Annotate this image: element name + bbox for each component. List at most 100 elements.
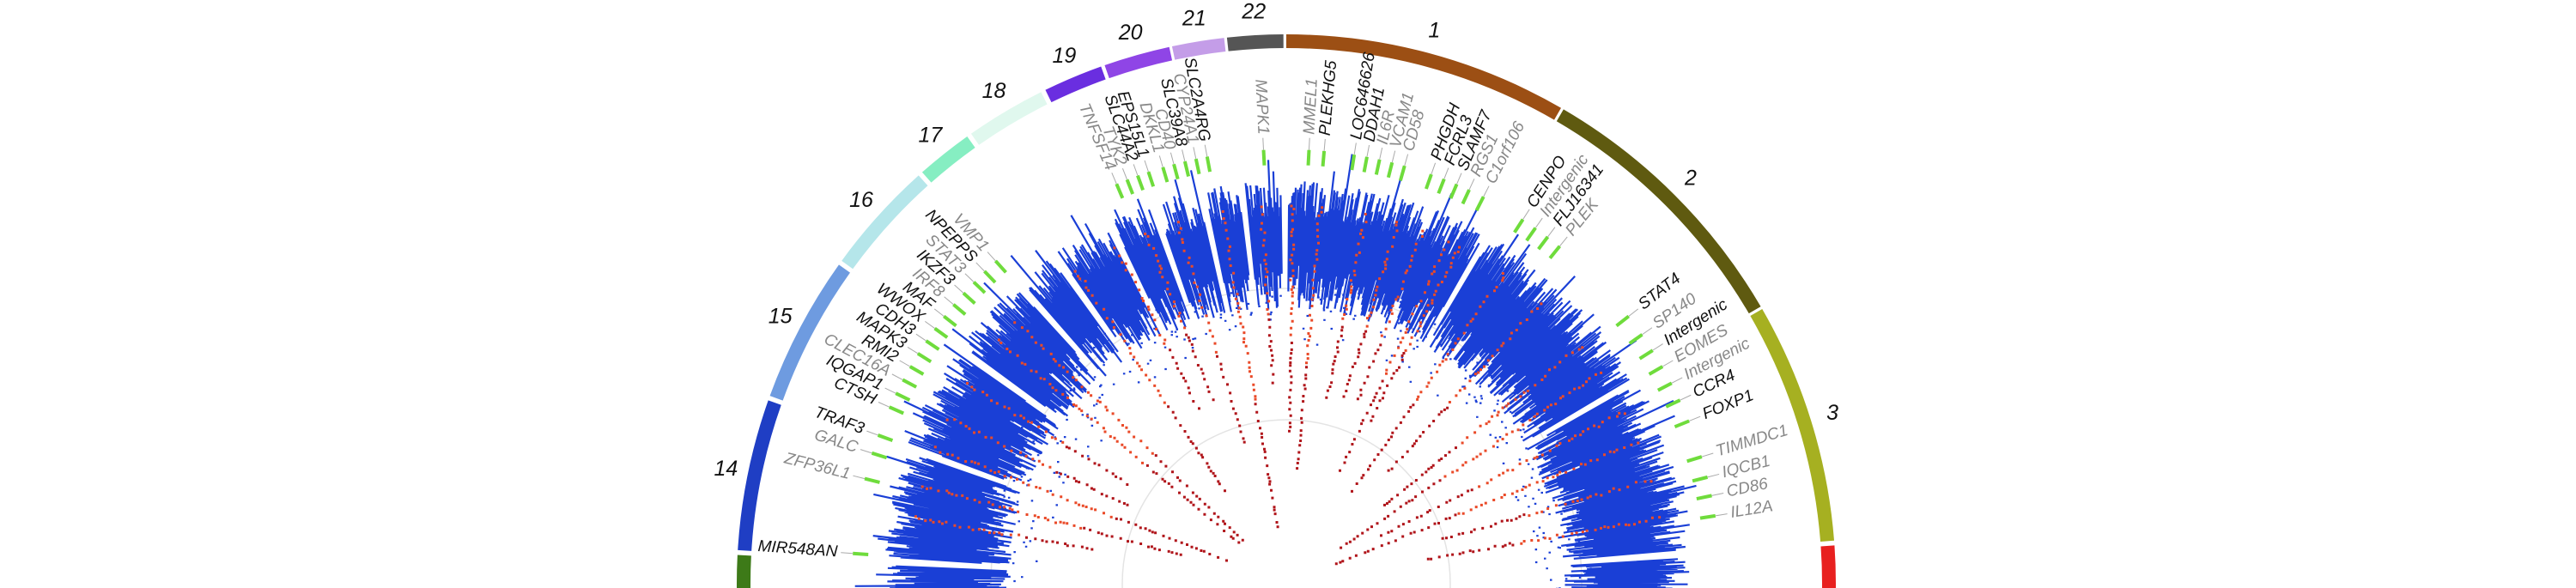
significant-points xyxy=(1416,272,1505,401)
connector xyxy=(987,252,996,262)
significant-points xyxy=(1169,349,1200,410)
gene-label: MMEL1 xyxy=(1300,78,1321,135)
significant-points xyxy=(1457,441,1640,515)
significant-points xyxy=(1370,352,1406,422)
significant-points xyxy=(1339,379,1384,472)
point-cloud xyxy=(854,565,1024,588)
gene-tick xyxy=(908,365,925,376)
connector xyxy=(964,273,975,282)
significant-points xyxy=(1383,446,1457,506)
significant-points xyxy=(1065,446,1129,486)
gene-tick xyxy=(895,391,911,402)
chromosome-label: 21 xyxy=(1182,6,1206,30)
significant-points xyxy=(1216,355,1246,444)
gene-tick xyxy=(1699,513,1716,520)
significant-points xyxy=(1448,302,1543,403)
connector xyxy=(1456,173,1462,185)
gene-tick xyxy=(864,476,880,484)
chromosome-segment xyxy=(841,175,928,270)
chromosome-label: 3 xyxy=(1826,401,1838,425)
gene-tick xyxy=(1194,158,1201,175)
chromosome-label: 1 xyxy=(1428,18,1440,42)
connector xyxy=(1170,152,1175,165)
significant-points xyxy=(1267,318,1275,385)
chromosome-label: 2 xyxy=(1684,167,1697,191)
chromosome-label: 19 xyxy=(1052,44,1076,68)
connector xyxy=(1468,179,1475,191)
significant-points xyxy=(1334,513,1457,566)
connector xyxy=(891,373,903,380)
connector xyxy=(1671,377,1683,384)
connector xyxy=(1688,415,1701,421)
significant-points xyxy=(1305,206,1324,365)
gene-tick xyxy=(1172,163,1180,180)
significant-points xyxy=(1289,204,1296,336)
significant-points xyxy=(1025,536,1094,551)
significant-points xyxy=(1254,403,1279,529)
connector xyxy=(1547,227,1556,238)
connector xyxy=(944,296,954,306)
significant-points xyxy=(1145,464,1241,544)
significant-points xyxy=(997,338,1144,464)
significant-points xyxy=(1144,233,1187,330)
chromosome-label: 17 xyxy=(918,123,943,147)
connector xyxy=(1391,150,1396,163)
connector xyxy=(1707,473,1720,478)
gene-tick xyxy=(902,378,918,389)
gene-tick xyxy=(1628,333,1643,345)
connector xyxy=(1443,167,1449,179)
significant-points xyxy=(1055,470,1129,506)
gene-tick xyxy=(1548,245,1561,260)
gene-tick xyxy=(1638,349,1654,361)
connector xyxy=(1133,164,1139,176)
significant-points xyxy=(1083,526,1182,556)
connector xyxy=(1182,149,1186,162)
chromosome-segment xyxy=(1226,34,1284,52)
point-cloud xyxy=(951,282,1103,442)
significant-points xyxy=(1385,240,1450,375)
gene-tick xyxy=(952,303,967,316)
connector xyxy=(1366,144,1370,157)
chromosome-segment xyxy=(1171,38,1226,60)
significant-points xyxy=(1221,210,1257,401)
gene-tick xyxy=(933,326,949,339)
gene-tick xyxy=(1525,227,1537,242)
gene-tick xyxy=(1321,150,1327,167)
gene-tick xyxy=(1362,156,1369,173)
connector xyxy=(884,387,896,394)
gene-tick xyxy=(1615,314,1630,328)
gene-tick xyxy=(877,433,894,442)
gene-tick xyxy=(972,281,987,294)
gene-tick xyxy=(916,352,933,364)
connector xyxy=(1559,236,1568,247)
chromosome-segment xyxy=(970,92,1048,145)
gene-tick xyxy=(1449,183,1459,199)
significant-points xyxy=(1404,246,1461,352)
connector xyxy=(1652,343,1663,351)
connector xyxy=(878,402,890,408)
chromosome-label: 15 xyxy=(769,305,793,329)
connector xyxy=(915,333,927,342)
chromosome-segment xyxy=(1286,34,1561,120)
gene-tick xyxy=(853,551,869,556)
gene-tick xyxy=(983,270,997,284)
connector xyxy=(1483,185,1490,197)
connector xyxy=(1701,452,1714,458)
connector xyxy=(1715,513,1728,517)
significant-points xyxy=(1113,246,1167,345)
significant-points xyxy=(1478,411,1626,488)
chromosome-label: 14 xyxy=(714,457,738,481)
significant-points xyxy=(1073,270,1166,404)
connector xyxy=(1404,154,1409,167)
gene-tick xyxy=(1461,189,1471,205)
significant-points xyxy=(1340,479,1442,549)
significant-points xyxy=(1177,221,1218,354)
chromosome-segment xyxy=(737,555,751,588)
significant-points xyxy=(1115,517,1228,562)
chromosome-segment xyxy=(769,264,850,401)
chromosome-segment xyxy=(1820,545,1836,588)
gene-tick xyxy=(1686,455,1703,464)
significant-points xyxy=(945,418,1052,469)
